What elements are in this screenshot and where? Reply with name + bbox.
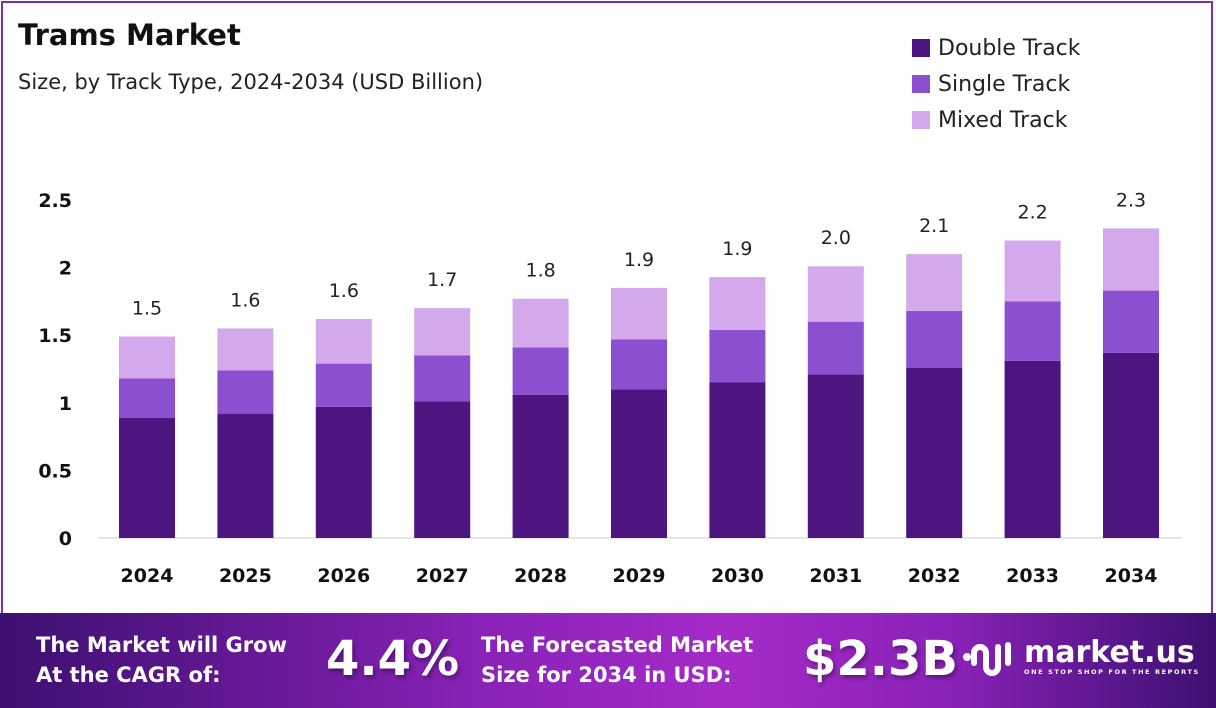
x-tick-label: 2032: [908, 565, 961, 587]
legend-label: Double Track: [938, 35, 1081, 61]
bar-segment-single-track: [119, 378, 175, 418]
bar-segment-single-track: [414, 355, 471, 402]
bar-segment-mixed-track: [611, 287, 667, 340]
total-data-label: 1.9: [722, 238, 752, 260]
bar-segment-single-track: [906, 310, 963, 368]
logo-tagline: ONE STOP SHOP FOR THE REPORTS: [1024, 668, 1200, 676]
total-data-label: 1.5: [132, 298, 162, 320]
x-tick-label: 2027: [416, 565, 469, 587]
bar-segment-single-track: [217, 370, 274, 414]
x-tick-label: 2029: [613, 565, 666, 587]
x-tick-label: 2025: [219, 565, 272, 587]
bar-segment-double-track: [807, 374, 864, 538]
bar-segment-double-track: [414, 401, 471, 538]
legend: Double Track Single Track Mixed Track: [912, 30, 1081, 138]
chart-frame: [1, 1, 1213, 641]
cagr-label-line1: The Market will Grow: [36, 633, 287, 657]
x-tick-label: 2024: [121, 565, 174, 587]
legend-item-double-track: Double Track: [912, 30, 1081, 66]
bar-segment-mixed-track: [906, 254, 963, 311]
total-data-label: 2.0: [821, 227, 851, 249]
bar-segment-mixed-track: [709, 277, 766, 330]
y-tick-label: 0: [59, 528, 72, 550]
y-tick-label: 2.5: [38, 190, 72, 212]
legend-swatch: [912, 39, 930, 57]
cagr-value: 4.4%: [326, 631, 460, 687]
bar-segment-single-track: [315, 363, 372, 407]
total-data-label: 1.8: [525, 260, 555, 282]
bar-segment-double-track: [119, 417, 175, 538]
bar-segment-mixed-track: [1103, 228, 1159, 291]
cagr-label: The Market will Grow At the CAGR of:: [36, 630, 287, 690]
legend-swatch: [912, 75, 930, 93]
forecast-value: $2.3B: [803, 631, 959, 687]
total-data-label: 2.3: [1116, 189, 1146, 211]
bar-segment-single-track: [807, 321, 864, 375]
y-tick-label: 0.5: [38, 460, 72, 482]
bar-segment-single-track: [1103, 290, 1159, 353]
bar-chart: 0 0.5 1 1.5 2 2.5 1.5 2024 1.6 2025 1.6 2026 1.7 2027…: [38, 189, 1182, 587]
bar-segment-mixed-track: [512, 298, 569, 348]
logo-name: market.us: [1024, 635, 1195, 670]
x-tick-label: 2033: [1006, 565, 1059, 587]
bar-segment-mixed-track: [315, 318, 372, 364]
x-tick-label: 2031: [809, 565, 862, 587]
total-data-label: 1.9: [624, 249, 654, 271]
forecast-label: The Forecasted Market Size for 2034 in U…: [481, 630, 753, 690]
bar-segment-double-track: [1103, 352, 1159, 538]
legend-label: Mixed Track: [938, 107, 1068, 133]
bar-segment-mixed-track: [807, 266, 864, 322]
x-tick-label: 2030: [711, 565, 764, 587]
x-tick-label: 2026: [317, 565, 370, 587]
chart-title: Trams Market: [18, 18, 241, 52]
legend-item-single-track: Single Track: [912, 66, 1081, 102]
y-tick-label: 1: [59, 393, 72, 415]
bar-segment-double-track: [709, 382, 766, 538]
bar-segment-double-track: [315, 406, 372, 538]
bar-segment-double-track: [1004, 360, 1061, 538]
forecast-label-line2: Size for 2034 in USD:: [481, 663, 732, 687]
bar-segment-single-track: [512, 347, 569, 395]
y-tick-label: 1.5: [38, 325, 72, 347]
market-us-logo: market.us ONE STOP SHOP FOR THE REPORTS: [962, 637, 1200, 677]
forecast-label-line1: The Forecasted Market: [481, 633, 754, 657]
footer-banner: The Market will Grow At the CAGR of: 4.4…: [0, 613, 1216, 708]
total-data-label: 1.6: [230, 289, 260, 311]
bar-segment-double-track: [512, 394, 569, 538]
bar-segment-single-track: [709, 329, 766, 383]
y-tick-label: 2: [59, 258, 72, 280]
total-data-label: 2.1: [919, 215, 949, 237]
legend-label: Single Track: [938, 71, 1071, 97]
total-data-label: 1.6: [329, 280, 359, 302]
bar-segment-mixed-track: [414, 308, 471, 356]
total-data-label: 2.2: [1017, 202, 1047, 224]
legend-item-mixed-track: Mixed Track: [912, 102, 1081, 138]
total-data-label: 1.7: [427, 269, 457, 291]
bar-segment-single-track: [611, 339, 667, 390]
chart-subtitle: Size, by Track Type, 2024-2034 (USD Bill…: [18, 70, 484, 94]
x-tick-label: 2034: [1105, 565, 1158, 587]
legend-swatch: [912, 111, 930, 129]
bar-segment-mixed-track: [217, 328, 274, 371]
bar-segment-double-track: [906, 367, 963, 538]
bar-segment-double-track: [217, 413, 274, 538]
cagr-label-line2: At the CAGR of:: [36, 663, 221, 687]
bar-segment-double-track: [611, 389, 667, 538]
bar-segment-mixed-track: [119, 336, 175, 379]
logo-icon: [963, 642, 1011, 676]
x-tick-label: 2028: [514, 565, 567, 587]
bar-segment-mixed-track: [1004, 240, 1061, 302]
bar-segment-single-track: [1004, 301, 1061, 361]
